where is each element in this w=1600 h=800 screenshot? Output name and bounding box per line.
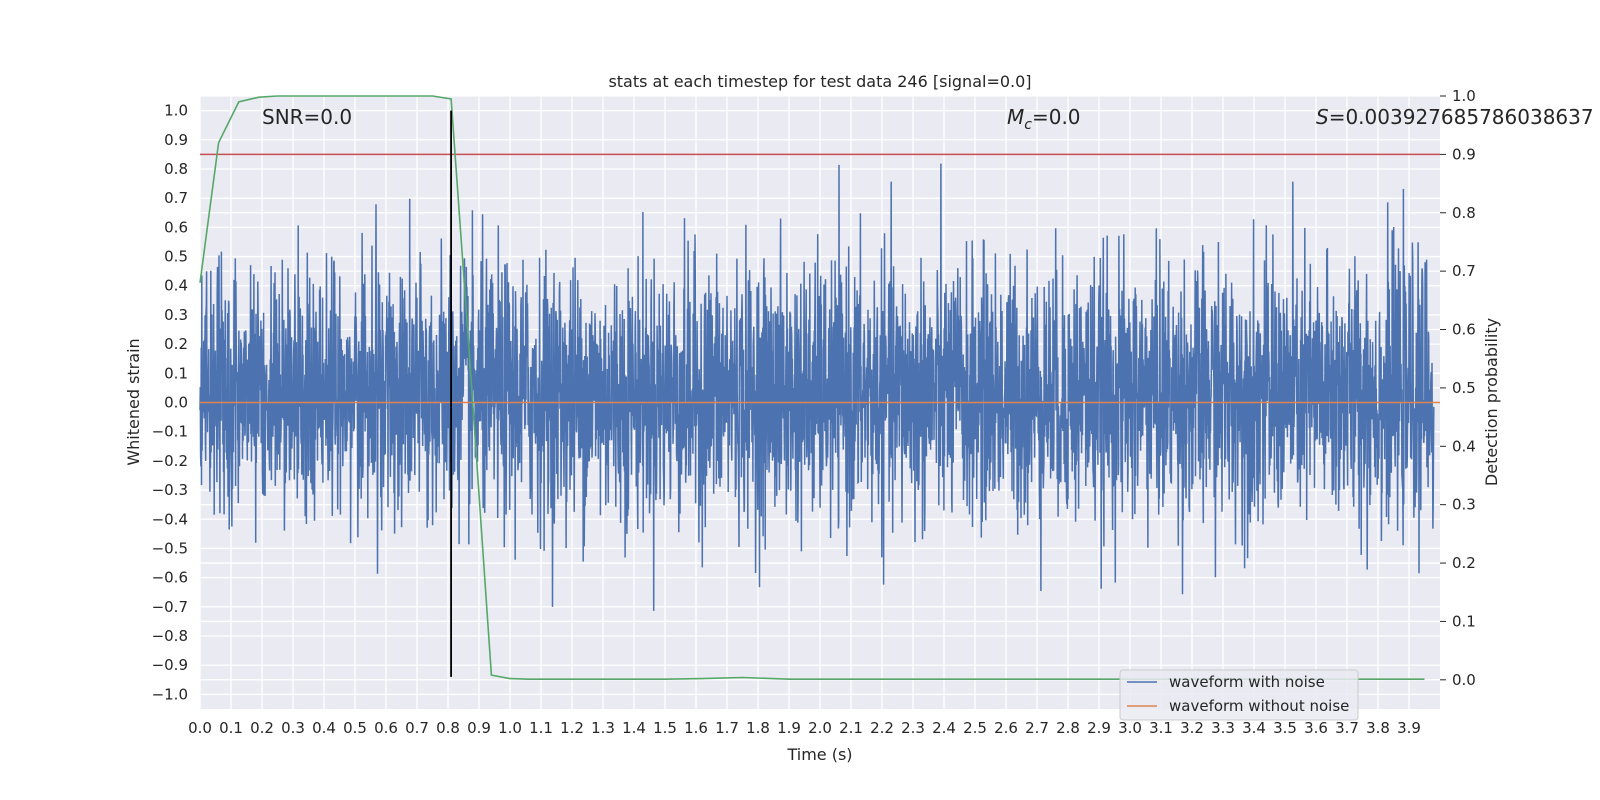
- y2-tick-label: 0.1: [1452, 612, 1476, 630]
- y2-tick-label: 0.9: [1452, 145, 1476, 163]
- x-tick-label: 3.7: [1335, 719, 1359, 737]
- y-tick-label: −0.6: [152, 569, 188, 587]
- y-tick-label: 0.3: [164, 306, 188, 324]
- x-tick-label: 2.6: [994, 719, 1018, 737]
- x-tick-label: 3.8: [1366, 719, 1390, 737]
- x-tick-label: 1.5: [653, 719, 677, 737]
- x-tick-label: 2.2: [870, 719, 894, 737]
- y-tick-label: 0.4: [164, 277, 188, 295]
- legend-label-noise: waveform with noise: [1169, 673, 1325, 691]
- x-axis-label: Time (s): [786, 745, 852, 764]
- x-tick-label: 0.3: [281, 719, 305, 737]
- legend-label-clean: waveform without noise: [1169, 697, 1349, 715]
- y-tick-label: −0.7: [152, 598, 188, 616]
- y-tick-label: 1.0: [164, 102, 188, 120]
- detection-probability-line: [199, 95, 1425, 681]
- noise-waveform-line: [199, 163, 1435, 611]
- x-tick-label: 2.1: [839, 719, 863, 737]
- y2-tick-label: 0.4: [1452, 437, 1476, 455]
- y2-tick-labels: 1.0 0.9 0.8 0.7 0.6 0.5 0.4 0.3 0.2 0.1 0.0: [1440, 87, 1476, 689]
- y-tick-label: 0.1: [164, 364, 188, 382]
- legend-box: [1119, 669, 1359, 721]
- x-tick-label: 3.1: [1149, 719, 1173, 737]
- y-tick-label: −0.8: [152, 627, 188, 645]
- y-tick-label: −0.3: [152, 481, 188, 499]
- x-tick-label: 3.6: [1304, 719, 1328, 737]
- x-tick-label: 0.9: [467, 719, 491, 737]
- y-tick-label: 0.7: [164, 189, 188, 207]
- y-tick-label: 0.6: [164, 218, 188, 236]
- y2-tick-label: 0.2: [1452, 554, 1476, 572]
- plot-content: [199, 95, 1440, 681]
- y-tick-label: −0.1: [152, 423, 188, 441]
- y-tick-label: −0.2: [152, 452, 188, 470]
- chirp-mass-symbol: M: [1007, 105, 1024, 129]
- x-tick-label: 0.2: [250, 719, 274, 737]
- x-tick-label: 3.0: [1118, 719, 1142, 737]
- y-tick-label: 0.0: [164, 394, 188, 412]
- s-value: =0.003927685786038637: [1329, 105, 1594, 129]
- s-symbol: S: [1316, 105, 1329, 129]
- x-tick-label: 1.1: [529, 719, 553, 737]
- y2-tick-label: 0.0: [1452, 671, 1476, 689]
- y-tick-label: −0.4: [152, 510, 188, 528]
- x-tick-label: 0.8: [436, 719, 460, 737]
- x-tick-label: 3.4: [1242, 719, 1266, 737]
- y2-tick-label: 0.5: [1452, 379, 1476, 397]
- x-tick-label: 1.7: [715, 719, 739, 737]
- y-tick-label: 0.5: [164, 248, 188, 266]
- y2-tick-label: 0.7: [1452, 262, 1476, 280]
- x-tick-label: 2.9: [1087, 719, 1111, 737]
- x-tick-label: 3.5: [1273, 719, 1297, 737]
- x-tick-label: 2.4: [932, 719, 956, 737]
- x-tick-label: 1.8: [746, 719, 770, 737]
- x-tick-label: 0.1: [219, 719, 243, 737]
- snr-annotation: SNR=0.0: [262, 105, 352, 129]
- y2-tick-label: 0.3: [1452, 496, 1476, 514]
- y2-tick-label: 0.6: [1452, 321, 1476, 339]
- chart-title: stats at each timestep for test data 246…: [608, 72, 1031, 91]
- x-tick-label: 3.9: [1397, 719, 1421, 737]
- x-tick-label: 2.0: [808, 719, 832, 737]
- x-tick-label: 1.9: [777, 719, 801, 737]
- x-tick-label: 2.7: [1025, 719, 1049, 737]
- chirp-mass-subscript: c: [1024, 117, 1032, 133]
- chirp-mass-annotation: Mc=0.0: [1007, 105, 1081, 133]
- y-tick-label: 0.8: [164, 160, 188, 178]
- x-tick-labels: 0.0 0.1 0.2 0.3 0.4 0.5 0.6 0.7 0.8 0.9 1.0 1.1 1.2 1…: [188, 719, 1421, 737]
- x-tick-label: 1.0: [498, 719, 522, 737]
- x-tick-label: 2.8: [1056, 719, 1080, 737]
- x-tick-label: 0.5: [343, 719, 367, 737]
- x-tick-label: 3.2: [1180, 719, 1204, 737]
- x-tick-label: 1.4: [622, 719, 646, 737]
- x-tick-label: 1.6: [684, 719, 708, 737]
- x-tick-label: 3.3: [1211, 719, 1235, 737]
- y2-tick-label: 1.0: [1452, 87, 1476, 105]
- x-tick-label: 0.7: [405, 719, 429, 737]
- y2-tick-label: 0.8: [1452, 204, 1476, 222]
- s-annotation: S=0.003927685786038637: [1316, 105, 1594, 129]
- x-tick-label: 0.0: [188, 719, 212, 737]
- y-tick-labels: 1.0 0.9 0.8 0.7 0.6 0.5 0.4 0.3 0.2 0.1 0.0 −0.1 −0.…: [152, 102, 188, 704]
- x-tick-label: 2.5: [963, 719, 987, 737]
- x-tick-label: 2.3: [901, 719, 925, 737]
- x-tick-label: 0.4: [312, 719, 336, 737]
- y-tick-label: −0.9: [152, 656, 188, 674]
- chirp-mass-value: =0.0: [1032, 105, 1081, 129]
- legend: waveform with noise waveform without noi…: [1119, 669, 1359, 721]
- x-tick-label: 1.2: [560, 719, 584, 737]
- y-tick-label: −1.0: [152, 685, 188, 703]
- y-tick-label: −0.5: [152, 539, 188, 557]
- x-tick-label: 1.3: [591, 719, 615, 737]
- y-axis-label: Whitened strain: [124, 338, 143, 465]
- y2-axis-label: Detection probability: [1482, 318, 1501, 486]
- y-tick-label: 0.9: [164, 131, 188, 149]
- x-tick-label: 0.6: [374, 719, 398, 737]
- y-tick-label: 0.2: [164, 335, 188, 353]
